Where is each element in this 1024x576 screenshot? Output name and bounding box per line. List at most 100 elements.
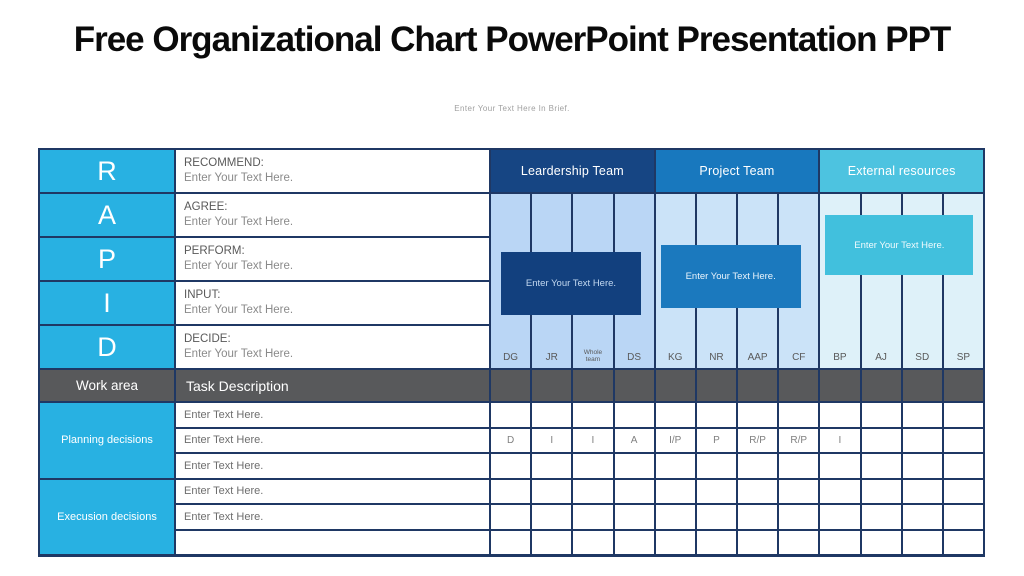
matrix-cell[interactable]: [861, 428, 901, 452]
project-text-box[interactable]: Enter Your Text Here.: [660, 245, 801, 308]
matrix-cell[interactable]: [943, 530, 983, 554]
rapid-desc-agree[interactable]: AGREE: Enter Your Text Here.: [176, 194, 489, 236]
matrix-cell[interactable]: R/P: [738, 428, 778, 452]
matrix-cell[interactable]: [655, 454, 695, 478]
task-cell[interactable]: Enter Text Here.: [176, 505, 489, 529]
matrix-cell[interactable]: A: [614, 428, 654, 452]
rapid-desc-decide[interactable]: DECIDE: Enter Your Text Here.: [176, 326, 489, 368]
matrix-cell[interactable]: [902, 454, 942, 478]
matrix-cell[interactable]: I: [820, 428, 860, 452]
matrix-cell[interactable]: [573, 479, 613, 503]
task-cell[interactable]: Enter Text Here.: [176, 454, 489, 478]
column-label: DG: [503, 352, 519, 363]
subtitle-placeholder[interactable]: Enter Your Text Here In Brief.: [454, 104, 570, 113]
matrix-cell[interactable]: D: [491, 428, 531, 452]
matrix-cell[interactable]: [738, 530, 778, 554]
matrix-cell[interactable]: R/P: [779, 428, 819, 452]
matrix-cell[interactable]: [573, 403, 613, 427]
rapid-desc-recommend[interactable]: RECOMMEND: Enter Your Text Here.: [176, 150, 489, 192]
task-cell[interactable]: [176, 530, 489, 554]
matrix-cell[interactable]: [696, 530, 736, 554]
work-row-matrix-cell: [738, 370, 778, 401]
matrix-cell[interactable]: [820, 454, 860, 478]
matrix-cell[interactable]: [779, 454, 819, 478]
matrix-cell[interactable]: [943, 454, 983, 478]
task-cell[interactable]: Enter Text Here.: [176, 479, 489, 503]
matrix-cell[interactable]: [614, 505, 654, 529]
matrix-cell[interactable]: [614, 530, 654, 554]
matrix-cell[interactable]: [738, 454, 778, 478]
matrix-cell[interactable]: [902, 505, 942, 529]
rapid-desc-placeholder[interactable]: Enter Your Text Here.: [184, 172, 294, 184]
matrix-cell[interactable]: [532, 505, 572, 529]
matrix-cell[interactable]: [532, 530, 572, 554]
matrix-cell[interactable]: [861, 479, 901, 503]
matrix-cell[interactable]: [861, 403, 901, 427]
matrix-cell[interactable]: [655, 530, 695, 554]
matrix-cell[interactable]: [655, 479, 695, 503]
leadership-text-box[interactable]: Enter Your Text Here.: [501, 252, 641, 315]
matrix-cell[interactable]: [696, 403, 736, 427]
column-label: AAP: [747, 352, 768, 363]
matrix-cell[interactable]: [861, 454, 901, 478]
matrix-cell[interactable]: [738, 479, 778, 503]
matrix-cell[interactable]: [655, 505, 695, 529]
matrix-cell[interactable]: [573, 530, 613, 554]
matrix-cell[interactable]: [861, 530, 901, 554]
matrix-cell[interactable]: [902, 479, 942, 503]
rapid-desc-placeholder[interactable]: Enter Your Text Here.: [184, 260, 294, 272]
matrix-cell[interactable]: [902, 530, 942, 554]
rapid-desc-placeholder[interactable]: Enter Your Text Here.: [184, 216, 294, 228]
matrix-cell[interactable]: [696, 479, 736, 503]
matrix-cell[interactable]: [491, 530, 531, 554]
matrix-cell[interactable]: [696, 454, 736, 478]
matrix-cell[interactable]: [779, 403, 819, 427]
matrix-cell[interactable]: [532, 479, 572, 503]
matrix-cell[interactable]: [614, 403, 654, 427]
matrix-cell[interactable]: [532, 403, 572, 427]
matrix-cell[interactable]: [779, 530, 819, 554]
matrix-cell[interactable]: [696, 505, 736, 529]
matrix-cell[interactable]: I: [573, 428, 613, 452]
matrix-cell[interactable]: [532, 454, 572, 478]
matrix-cell[interactable]: [820, 505, 860, 529]
matrix-cell[interactable]: [779, 479, 819, 503]
rapid-desc-perform[interactable]: PERFORM: Enter Your Text Here.: [176, 238, 489, 280]
task-cell[interactable]: Enter Text Here.: [176, 403, 489, 427]
team-section-project: KG NR AAP CF Enter Your Text Here.: [655, 194, 819, 368]
rapid-letter-i: I: [40, 282, 174, 324]
matrix-cell[interactable]: [491, 505, 531, 529]
matrix-cell[interactable]: [861, 505, 901, 529]
matrix-cell[interactable]: [655, 403, 695, 427]
rapid-desc-placeholder[interactable]: Enter Your Text Here.: [184, 304, 294, 316]
matrix-cell[interactable]: [943, 428, 983, 452]
matrix-cell[interactable]: [491, 403, 531, 427]
matrix-cell[interactable]: [943, 403, 983, 427]
matrix-cell[interactable]: [573, 505, 613, 529]
matrix-cell[interactable]: [491, 479, 531, 503]
external-text-box[interactable]: Enter Your Text Here.: [825, 215, 974, 275]
column-label: AJ: [875, 352, 887, 363]
task-cell[interactable]: Enter Text Here.: [176, 428, 489, 452]
matrix-cell[interactable]: P: [696, 428, 736, 452]
rapid-desc-placeholder[interactable]: Enter Your Text Here.: [184, 348, 294, 360]
matrix-cell[interactable]: [943, 505, 983, 529]
matrix-cell[interactable]: I/P: [655, 428, 695, 452]
matrix-cell[interactable]: [779, 505, 819, 529]
matrix-cell[interactable]: [943, 479, 983, 503]
matrix-cell[interactable]: [614, 454, 654, 478]
matrix-cell[interactable]: [820, 403, 860, 427]
column-label: SP: [956, 352, 971, 363]
matrix-cell[interactable]: [820, 479, 860, 503]
matrix-cell[interactable]: [738, 403, 778, 427]
matrix-cell[interactable]: [820, 530, 860, 554]
matrix-cell[interactable]: [738, 505, 778, 529]
matrix-cell[interactable]: I: [532, 428, 572, 452]
rapid-desc-input[interactable]: INPUT: Enter Your Text Here.: [176, 282, 489, 324]
matrix-cell[interactable]: [491, 454, 531, 478]
matrix-cell[interactable]: [902, 428, 942, 452]
work-row-matrix-cell: [902, 370, 942, 401]
matrix-cell[interactable]: [902, 403, 942, 427]
matrix-cell[interactable]: [573, 454, 613, 478]
matrix-cell[interactable]: [614, 479, 654, 503]
